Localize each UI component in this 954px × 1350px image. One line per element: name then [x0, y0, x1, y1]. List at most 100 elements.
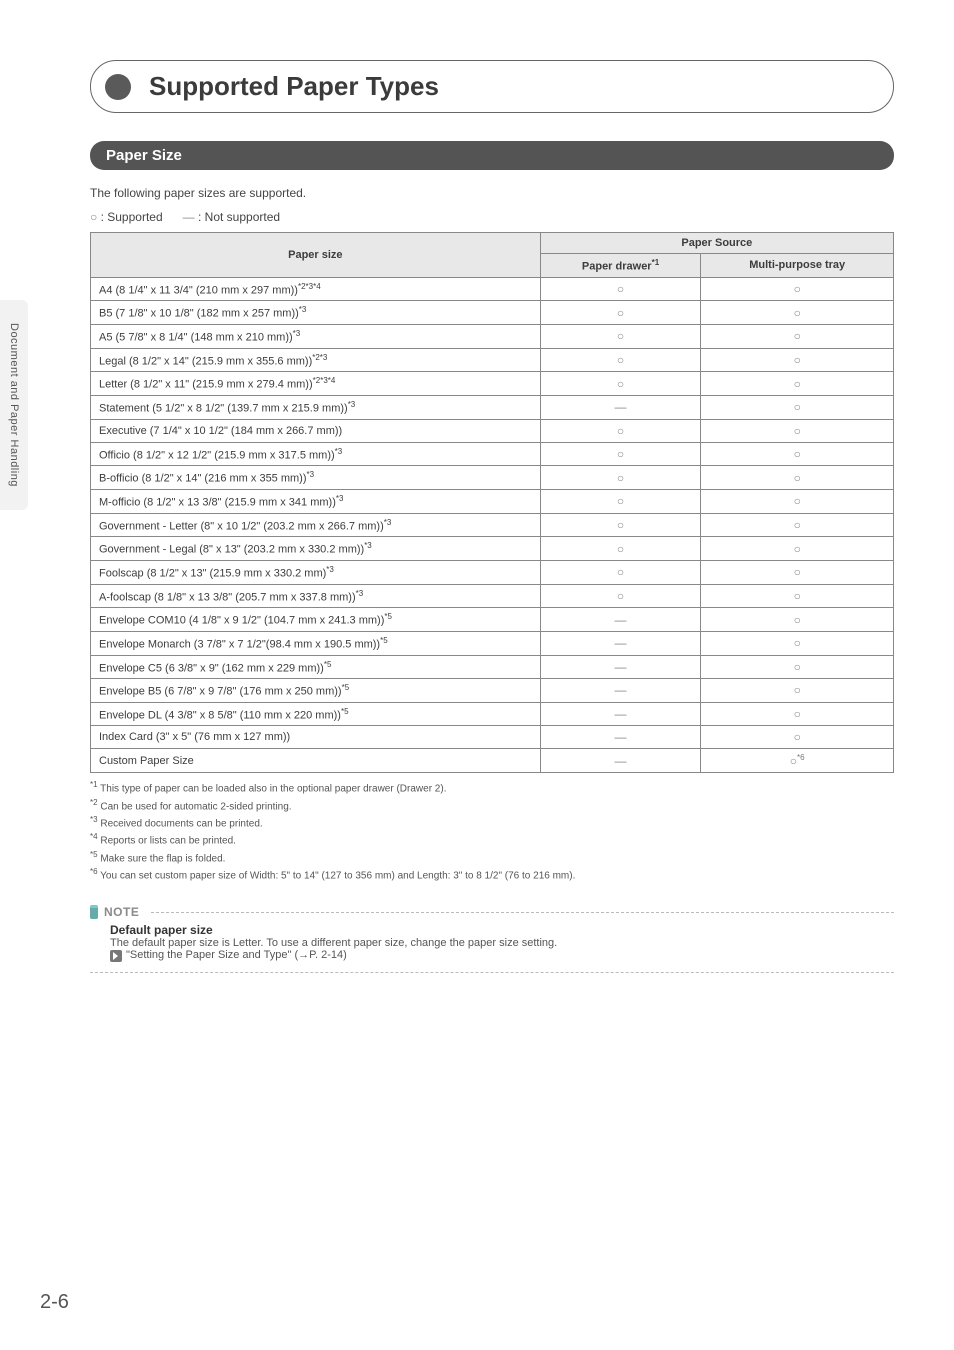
support-mark: —: [540, 702, 701, 726]
support-mark: ○: [701, 702, 894, 726]
support-mark: ○: [701, 395, 894, 419]
paper-size-cell: Envelope B5 (6 7/8" x 9 7/8" (176 mm x 2…: [91, 679, 541, 703]
support-mark: ○: [540, 442, 701, 466]
support-mark: ○: [701, 584, 894, 608]
table-row: Government - Legal (8" x 13" (203.2 mm x…: [91, 537, 894, 561]
support-mark: ○: [540, 324, 701, 348]
support-mark: ○: [701, 324, 894, 348]
paper-size-cell: A5 (5 7/8" x 8 1/4" (148 mm x 210 mm))*3: [91, 324, 541, 348]
support-mark: ○: [540, 560, 701, 584]
table-row: Government - Letter (8" x 10 1/2" (203.2…: [91, 513, 894, 537]
legend-supported-text: : Supported: [97, 210, 162, 224]
support-mark: ○: [701, 489, 894, 513]
table-row: M-officio (8 1/2" x 13 3/8" (215.9 mm x …: [91, 489, 894, 513]
legend: ○ : Supported — : Not supported: [90, 210, 894, 224]
support-mark: ○: [701, 372, 894, 396]
support-mark: ○: [540, 513, 701, 537]
footnote: *5 Make sure the flap is folded.: [90, 849, 894, 866]
col-tray: Multi-purpose tray: [701, 254, 894, 278]
table-row: Executive (7 1/4" x 10 1/2" (184 mm x 26…: [91, 419, 894, 442]
paper-size-cell: Officio (8 1/2" x 12 1/2" (215.9 mm x 31…: [91, 442, 541, 466]
table-row: A5 (5 7/8" x 8 1/4" (148 mm x 210 mm))*3…: [91, 324, 894, 348]
support-mark: ○: [540, 489, 701, 513]
table-row: B-officio (8 1/2" x 14" (216 mm x 355 mm…: [91, 466, 894, 490]
table-row: Index Card (3" x 5" (76 mm x 127 mm))—○: [91, 726, 894, 749]
paper-size-cell: Envelope Monarch (3 7/8" x 7 1/2"(98.4 m…: [91, 631, 541, 655]
support-mark: —: [540, 679, 701, 703]
paper-size-cell: Envelope C5 (6 3/8" x 9" (162 mm x 229 m…: [91, 655, 541, 679]
footnote: *4 Reports or lists can be printed.: [90, 831, 894, 848]
support-mark: ○: [701, 442, 894, 466]
footnotes: *1 This type of paper can be loaded also…: [90, 779, 894, 883]
support-mark: —: [540, 395, 701, 419]
paper-size-cell: Envelope COM10 (4 1/8" x 9 1/2" (104.7 m…: [91, 608, 541, 632]
paper-size-cell: B5 (7 1/8" x 10 1/8" (182 mm x 257 mm))*…: [91, 301, 541, 325]
col-drawer: Paper drawer*1: [540, 254, 701, 278]
support-mark: ○: [701, 655, 894, 679]
table-row: B5 (7 1/8" x 10 1/8" (182 mm x 257 mm))*…: [91, 301, 894, 325]
note-dash-line: [151, 912, 894, 913]
support-mark: ○: [540, 466, 701, 490]
table-head: Paper size Paper Source Paper drawer*1 M…: [91, 233, 894, 278]
intro-text: The following paper sizes are supported.: [90, 186, 894, 200]
page-content: Supported Paper Types Paper Size The fol…: [0, 0, 954, 973]
note-heading: Default paper size: [110, 923, 213, 937]
paper-size-cell: Executive (7 1/4" x 10 1/2" (184 mm x 26…: [91, 419, 541, 442]
paper-size-cell: Envelope DL (4 3/8" x 8 5/8" (110 mm x 2…: [91, 702, 541, 726]
table-row: Envelope DL (4 3/8" x 8 5/8" (110 mm x 2…: [91, 702, 894, 726]
support-mark: ○: [701, 277, 894, 301]
note-block: NOTE Default paper size The default pape…: [90, 905, 894, 972]
note-label: NOTE: [104, 905, 139, 919]
title-container: Supported Paper Types: [90, 60, 894, 113]
paper-size-cell: B-officio (8 1/2" x 14" (216 mm x 355 mm…: [91, 466, 541, 490]
paper-size-cell: A4 (8 1/4" x 11 3/4" (210 mm x 297 mm))*…: [91, 277, 541, 301]
paper-size-cell: Index Card (3" x 5" (76 mm x 127 mm)): [91, 726, 541, 749]
support-mark: ○: [701, 466, 894, 490]
paper-size-cell: Government - Letter (8" x 10 1/2" (203.2…: [91, 513, 541, 537]
support-mark: ○: [540, 584, 701, 608]
note-bottom-dash: [90, 972, 894, 973]
table-row: Custom Paper Size—○*6: [91, 749, 894, 773]
support-mark: ○: [701, 537, 894, 561]
section-heading: Paper Size: [90, 141, 894, 170]
table-row: Envelope C5 (6 3/8" x 9" (162 mm x 229 m…: [91, 655, 894, 679]
paper-size-table: Paper size Paper Source Paper drawer*1 M…: [90, 232, 894, 773]
footnote: *3 Received documents can be printed.: [90, 814, 894, 831]
table-row: Envelope COM10 (4 1/8" x 9 1/2" (104.7 m…: [91, 608, 894, 632]
table-row: A4 (8 1/4" x 11 3/4" (210 mm x 297 mm))*…: [91, 277, 894, 301]
paper-size-cell: Legal (8 1/2" x 14" (215.9 mm x 355.6 mm…: [91, 348, 541, 372]
footnote: *1 This type of paper can be loaded also…: [90, 779, 894, 796]
support-mark: —: [540, 631, 701, 655]
title-bullet-icon: [105, 74, 131, 100]
page-number: 2-6: [40, 1291, 69, 1314]
paper-size-cell: M-officio (8 1/2" x 13 3/8" (215.9 mm x …: [91, 489, 541, 513]
table-body: A4 (8 1/4" x 11 3/4" (210 mm x 297 mm))*…: [91, 277, 894, 773]
table-row: Foolscap (8 1/2" x 13" (215.9 mm x 330.2…: [91, 560, 894, 584]
page-title: Supported Paper Types: [149, 71, 439, 102]
support-mark: —: [540, 608, 701, 632]
table-row: Statement (5 1/2" x 8 1/2" (139.7 mm x 2…: [91, 395, 894, 419]
table-row: Officio (8 1/2" x 12 1/2" (215.9 mm x 31…: [91, 442, 894, 466]
col-source: Paper Source: [540, 233, 893, 254]
paper-size-cell: Statement (5 1/2" x 8 1/2" (139.7 mm x 2…: [91, 395, 541, 419]
paper-size-cell: Custom Paper Size: [91, 749, 541, 773]
paper-size-cell: Letter (8 1/2" x 11" (215.9 mm x 279.4 m…: [91, 372, 541, 396]
table-row: A-foolscap (8 1/8" x 13 3/8" (205.7 mm x…: [91, 584, 894, 608]
support-mark: ○: [701, 419, 894, 442]
support-mark: ○: [540, 277, 701, 301]
support-mark: ○: [540, 419, 701, 442]
support-mark: ○*6: [701, 749, 894, 773]
paper-size-cell: Foolscap (8 1/2" x 13" (215.9 mm x 330.2…: [91, 560, 541, 584]
table-row: Legal (8 1/2" x 14" (215.9 mm x 355.6 mm…: [91, 348, 894, 372]
support-mark: —: [540, 726, 701, 749]
table-row: Envelope B5 (6 7/8" x 9 7/8" (176 mm x 2…: [91, 679, 894, 703]
support-mark: ○: [701, 608, 894, 632]
legend-not-symbol: —: [183, 210, 195, 224]
support-mark: ○: [540, 537, 701, 561]
support-mark: ○: [540, 372, 701, 396]
note-line1: The default paper size is Letter. To use…: [110, 937, 557, 949]
footnote: *2 Can be used for automatic 2-sided pri…: [90, 797, 894, 814]
side-tab-label: Document and Paper Handling: [8, 323, 20, 487]
support-mark: —: [540, 655, 701, 679]
paper-size-cell: A-foolscap (8 1/8" x 13 3/8" (205.7 mm x…: [91, 584, 541, 608]
